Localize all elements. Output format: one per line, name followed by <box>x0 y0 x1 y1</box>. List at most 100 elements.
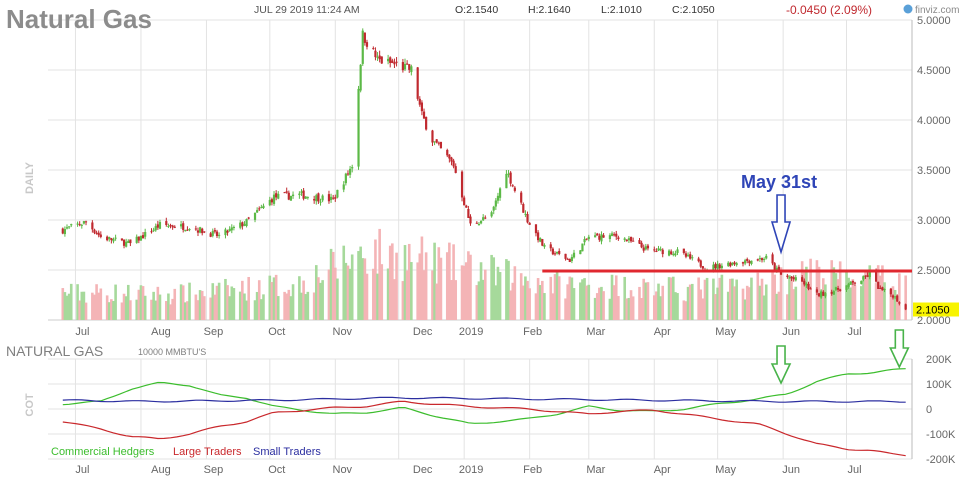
volume-bar <box>868 265 872 320</box>
volume-bar <box>213 294 217 320</box>
candle-body <box>482 217 485 221</box>
candle-body <box>809 288 812 290</box>
volume-bar <box>262 294 265 320</box>
price-y-tick-label: 2.5000 <box>917 265 951 277</box>
volume-bar <box>807 282 810 320</box>
candle-body <box>196 230 200 233</box>
volume-bar <box>644 282 648 320</box>
candle-body <box>794 277 797 281</box>
volume-bar <box>756 272 760 320</box>
candle-body <box>894 296 897 298</box>
candle-body <box>61 228 64 234</box>
volume-bar <box>617 296 620 320</box>
candle-body <box>849 281 852 285</box>
volume-bar <box>424 252 428 320</box>
candle-body <box>733 262 736 264</box>
candle-body <box>729 262 732 267</box>
candle-body <box>629 236 633 242</box>
volume-bar <box>866 272 869 320</box>
candle-body <box>243 224 246 226</box>
volume-bar <box>395 252 398 320</box>
volume-bar <box>331 251 335 320</box>
volume-bar <box>612 285 616 320</box>
volume-bar <box>285 293 289 320</box>
volume-bar <box>186 301 189 320</box>
candle-body <box>137 236 140 241</box>
candle-body <box>135 236 138 243</box>
volume-bar <box>726 291 730 320</box>
candle-body <box>171 225 174 228</box>
price-x-tick-label: Jul <box>847 326 861 338</box>
volume-bar <box>764 284 768 320</box>
candle-body <box>256 210 259 213</box>
candle-body <box>357 88 360 167</box>
candle-body <box>830 291 833 294</box>
volume-bar <box>230 286 234 320</box>
cot-x-tick-label: Dec <box>413 464 433 476</box>
candle-body <box>860 280 863 284</box>
candle-body <box>156 224 159 228</box>
volume-bar <box>283 291 286 320</box>
price-x-tick-label: Feb <box>523 326 542 338</box>
volume-bar <box>122 293 126 320</box>
price-x-tick-label: Sep <box>204 326 224 338</box>
volume-bar <box>790 278 793 320</box>
price-x-tick-label: 2019 <box>459 326 483 338</box>
candle-body <box>253 212 257 220</box>
volume-bar <box>640 298 643 320</box>
candle-body <box>300 191 303 193</box>
cot-x-tick-label: Sep <box>204 464 224 476</box>
finviz-logo-icon[interactable]: finviz.com <box>903 4 960 17</box>
volume-bar <box>684 301 688 320</box>
volume-bar <box>904 275 907 320</box>
volume-bar <box>667 277 671 320</box>
candle-body <box>805 283 808 286</box>
volume-bar <box>773 274 776 320</box>
candle-body <box>420 102 424 112</box>
volume-bar <box>241 280 244 320</box>
volume-bar <box>319 282 322 320</box>
cot-x-tick-label: Mar <box>586 464 605 476</box>
candle-body <box>881 287 884 291</box>
volume-bar <box>321 280 324 320</box>
candle-body <box>674 253 677 256</box>
volume-bar <box>467 251 470 320</box>
candle-body <box>496 195 500 201</box>
candle-body <box>735 263 738 266</box>
candle-body <box>285 191 288 193</box>
volume-bar <box>215 285 219 320</box>
candle-body <box>65 227 69 229</box>
candle-body <box>93 229 96 233</box>
candle-body <box>351 167 354 169</box>
candle-body <box>773 263 776 270</box>
volume-bar <box>84 302 88 320</box>
candle-body <box>158 222 162 229</box>
volume-bar <box>669 277 673 320</box>
candle-body <box>245 218 248 227</box>
volume-bar <box>93 294 96 320</box>
volume-bar <box>255 291 259 320</box>
candle-body <box>201 228 204 234</box>
volume-bar <box>179 284 183 320</box>
candle-body <box>551 248 554 255</box>
candle-body <box>78 224 81 226</box>
candle-body <box>194 228 197 230</box>
candle-body <box>329 196 333 201</box>
candle-body <box>623 238 626 240</box>
candle-body <box>484 217 487 219</box>
candle-body <box>864 275 867 277</box>
candle-body <box>365 42 369 47</box>
candle-body <box>699 260 702 267</box>
volume-bar <box>114 284 117 320</box>
volume-bar <box>359 246 362 320</box>
candle-body <box>760 258 764 261</box>
volume-bar <box>348 268 352 320</box>
candle-body <box>91 222 94 230</box>
volume-bar <box>260 299 263 320</box>
volume-bar <box>496 266 500 320</box>
volume-bar <box>564 298 567 320</box>
volume-bar <box>150 299 153 320</box>
candle-body <box>558 250 561 254</box>
candle-body <box>437 142 440 144</box>
candle-body <box>291 194 295 197</box>
